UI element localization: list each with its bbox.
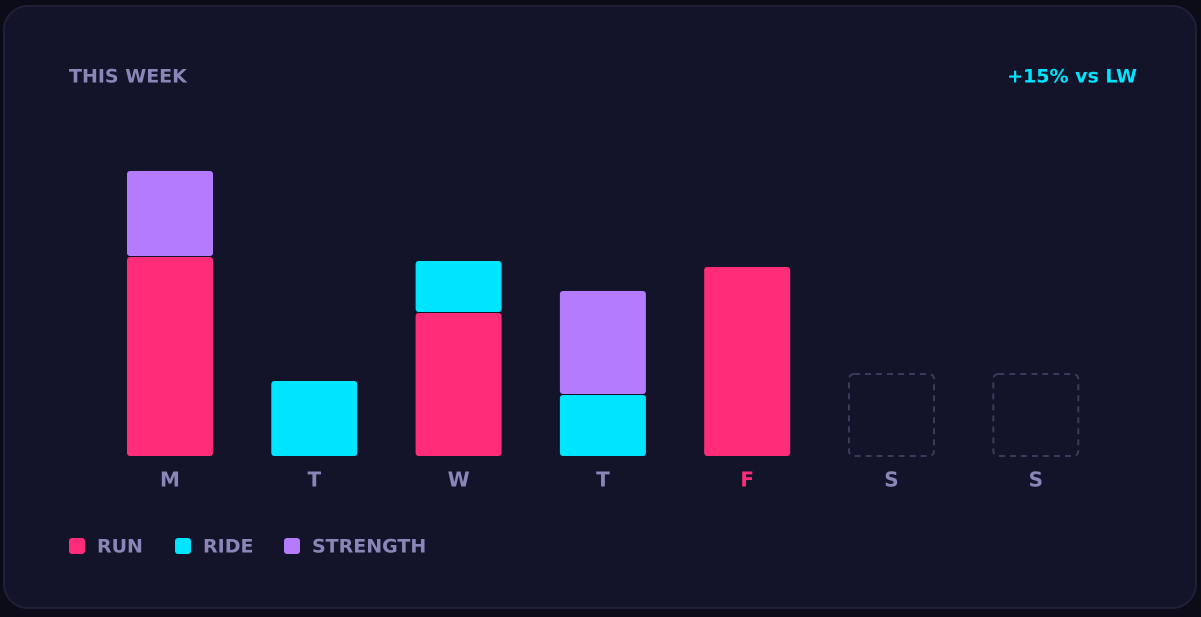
bar-segment	[704, 267, 791, 456]
trend-badge: +15% vs LW	[1007, 66, 1137, 88]
bar-segment	[271, 381, 358, 456]
legend-label: RUN	[97, 536, 143, 558]
bar-segment	[127, 171, 213, 256]
card-title: THIS WEEK	[69, 66, 188, 88]
legend-label: RIDE	[203, 536, 253, 558]
day-label: S	[884, 468, 898, 492]
bar-segment	[415, 261, 502, 312]
day-label: W	[448, 468, 470, 492]
bar-segment	[127, 257, 213, 456]
legend-label: STRENGTH	[312, 536, 426, 558]
bar-segment	[559, 291, 646, 394]
legend-swatch	[284, 538, 300, 554]
day-label: M	[160, 468, 180, 492]
legend-swatch	[175, 538, 191, 554]
empty-day-placeholder	[848, 373, 935, 457]
day-label: S	[1029, 468, 1043, 492]
legend-swatch	[69, 538, 85, 554]
day-label: T	[307, 468, 321, 492]
bar-segment	[559, 395, 646, 456]
day-label: F	[740, 468, 754, 492]
day-label: T	[596, 468, 610, 492]
empty-day-placeholder	[992, 373, 1080, 457]
bar-segment	[415, 313, 502, 456]
